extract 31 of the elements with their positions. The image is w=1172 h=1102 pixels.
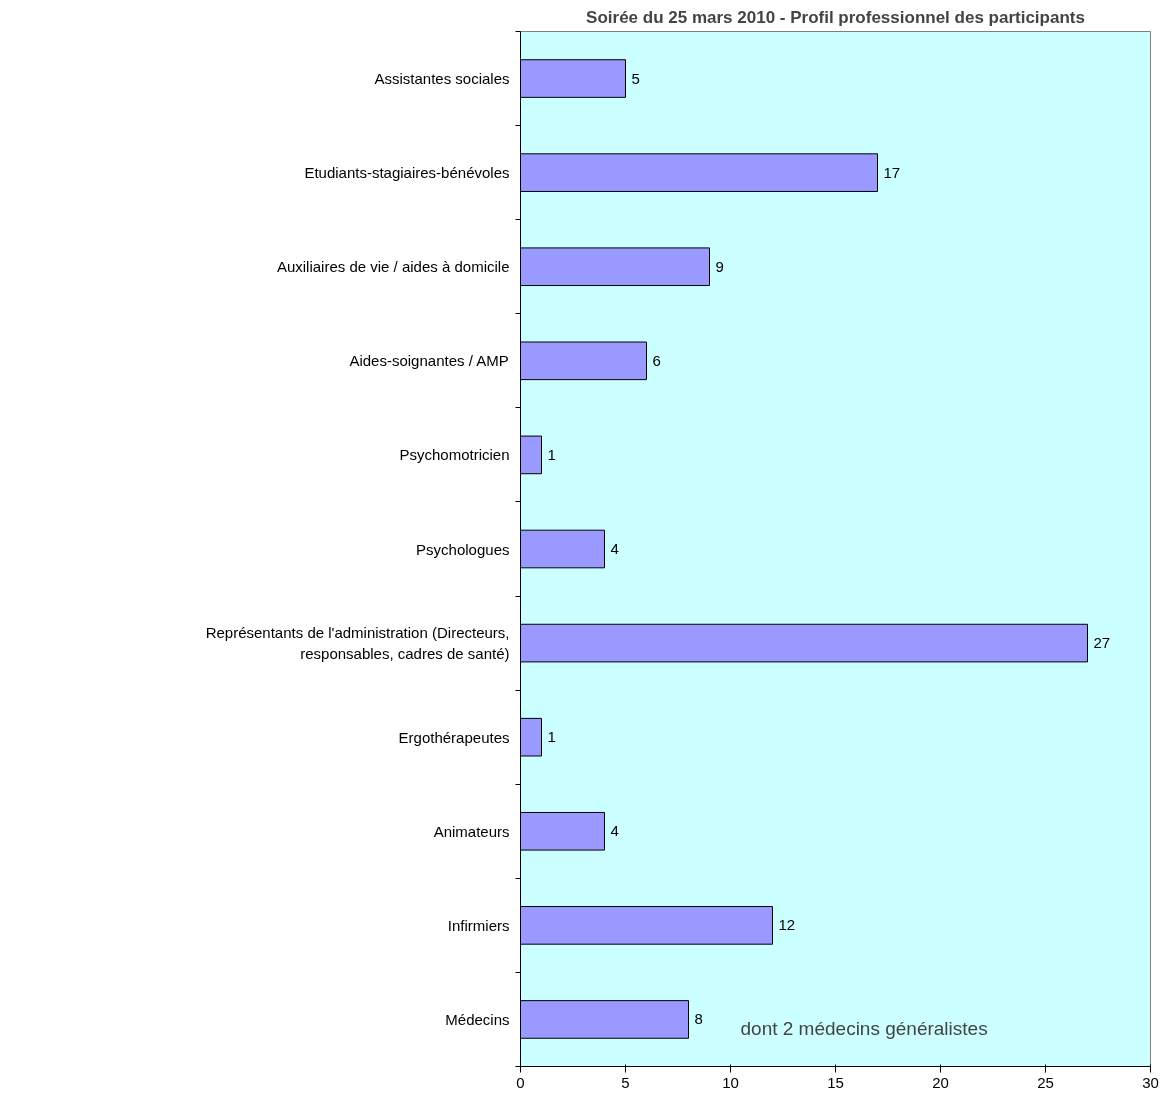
y-tick-label: Psychomotricien — [399, 446, 510, 464]
y-tick-label: Etudiants-stagiaires-bénévoles — [304, 164, 510, 182]
y-tick-label: Psychologues — [416, 540, 510, 558]
y-tick-label: Auxiliaires de vie / aides à domicile — [276, 258, 510, 276]
data-label: 8 — [694, 1010, 703, 1028]
data-label: 6 — [652, 351, 661, 369]
y-tick-label: Animateurs — [433, 822, 510, 840]
y-tick-label: Assistantes sociales — [374, 70, 510, 88]
data-label: 17 — [883, 163, 901, 181]
data-label: 5 — [631, 69, 640, 87]
data-label: 1 — [547, 445, 556, 463]
data-label: 9 — [715, 257, 724, 275]
data-label: 27 — [1093, 634, 1111, 652]
chart-title: Soirée du 25 mars 2010 - Profil professionnel des participants — [586, 7, 1085, 27]
y-tick-label: Ergothérapeutes — [398, 728, 510, 746]
x-tick-label: 0 — [516, 1073, 525, 1091]
x-tick-label: 15 — [827, 1073, 844, 1091]
data-label: 4 — [610, 822, 619, 840]
annotation: dont 2 médecins généralistes — [740, 1018, 988, 1039]
x-tick-label: 10 — [722, 1073, 739, 1091]
x-tick-label: 20 — [932, 1073, 949, 1091]
x-tick-label: 5 — [621, 1073, 630, 1091]
y-tick-label: Infirmiers — [447, 916, 510, 934]
data-label: 12 — [778, 916, 796, 934]
data-label: 4 — [610, 540, 619, 557]
x-tick-label: 25 — [1037, 1073, 1054, 1091]
y-tick-label: Médecins — [445, 1010, 510, 1028]
y-tick-label: Représentants de l'administration (Directeurs, responsables, cadres de santé) — [205, 624, 510, 662]
data-label: 1 — [547, 728, 556, 746]
x-tick-label: 30 — [1142, 1073, 1159, 1091]
y-tick-label: Aides-soignantes / AMP — [349, 352, 509, 370]
